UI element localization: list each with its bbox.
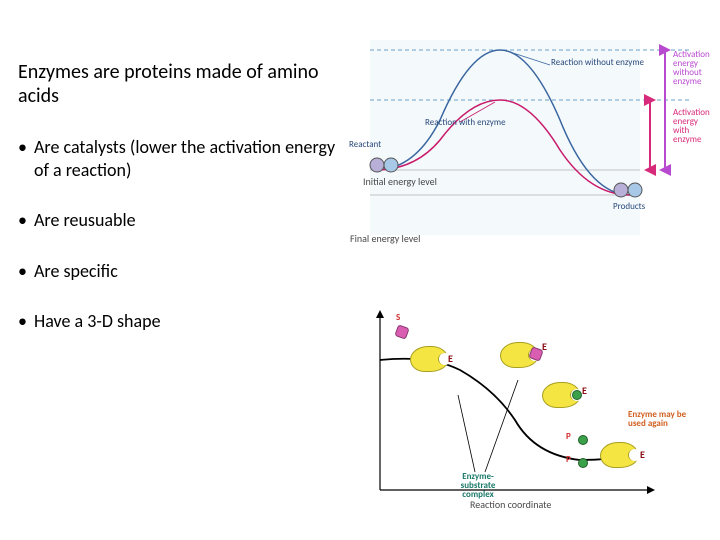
bullet-shape: Have a 3-D shape	[18, 310, 338, 333]
lbl-complex: Enzyme-substrate complex	[450, 472, 506, 499]
enzyme-free-2	[600, 442, 638, 468]
bullet-reusable: Are reusuable	[18, 209, 338, 232]
product-1	[578, 435, 588, 445]
mol-b-product	[628, 183, 642, 197]
lbl-p-1: P	[566, 432, 571, 441]
ptr-complex-2	[485, 380, 518, 472]
lbl-e-complex: E	[542, 340, 547, 353]
bullet-catalysts: Are catalysts (lower the activation ener…	[18, 136, 338, 181]
mol-a-reactant	[370, 158, 384, 172]
bullet-specific: Are specific	[18, 260, 338, 283]
lbl-rxn-no-enzyme: Reaction without enzyme	[551, 58, 644, 67]
mol-a-product	[614, 183, 628, 197]
y-axis-arrow	[376, 310, 384, 318]
lbl-reactant: Reactant	[349, 140, 381, 149]
lbl-final: Final energy level	[350, 232, 420, 245]
page-title: Enzymes are proteins made of amino acids	[18, 60, 338, 108]
reaction-coordinate-diagram: S E E E P P E Reaction coordinate Enzyme…	[350, 300, 710, 530]
bullet-list: Are catalysts (lower the activation ener…	[18, 136, 338, 333]
lbl-e-2: E	[640, 448, 645, 461]
lbl-rxn-with-enzyme-text: Reaction with enzyme	[425, 117, 506, 128]
enzyme-free-1	[410, 346, 448, 372]
lbl-p-2: P	[566, 455, 571, 464]
plot-bg	[370, 40, 640, 235]
lbl-s: S	[396, 313, 400, 322]
ptr-complex-1	[458, 395, 475, 472]
lbl-initial: Initial energy level	[363, 175, 437, 188]
lbl-ea-with: Activation energy with enzyme	[673, 108, 715, 144]
product-2	[578, 458, 588, 468]
lbl-reuse: Enzyme may be used again	[628, 410, 698, 428]
lbl-ea-no: Activation energy without enzyme	[673, 50, 715, 86]
product-bound	[572, 390, 582, 400]
lbl-products: Products	[613, 202, 645, 211]
lbl-rxn-no-enzyme-text: Reaction without enzyme	[551, 57, 644, 68]
lbl-e-ep: E	[582, 384, 587, 397]
x-axis-arrow	[647, 486, 655, 494]
lbl-rxn-with-enzyme: Reaction with enzyme	[425, 118, 506, 127]
lbl-e-1: E	[448, 352, 453, 365]
energy-diagram: Reactant Reaction without enzyme Reactio…	[345, 30, 715, 275]
text-column: Enzymes are proteins made of amino acids…	[18, 60, 338, 361]
mol-b-reactant	[384, 158, 398, 172]
